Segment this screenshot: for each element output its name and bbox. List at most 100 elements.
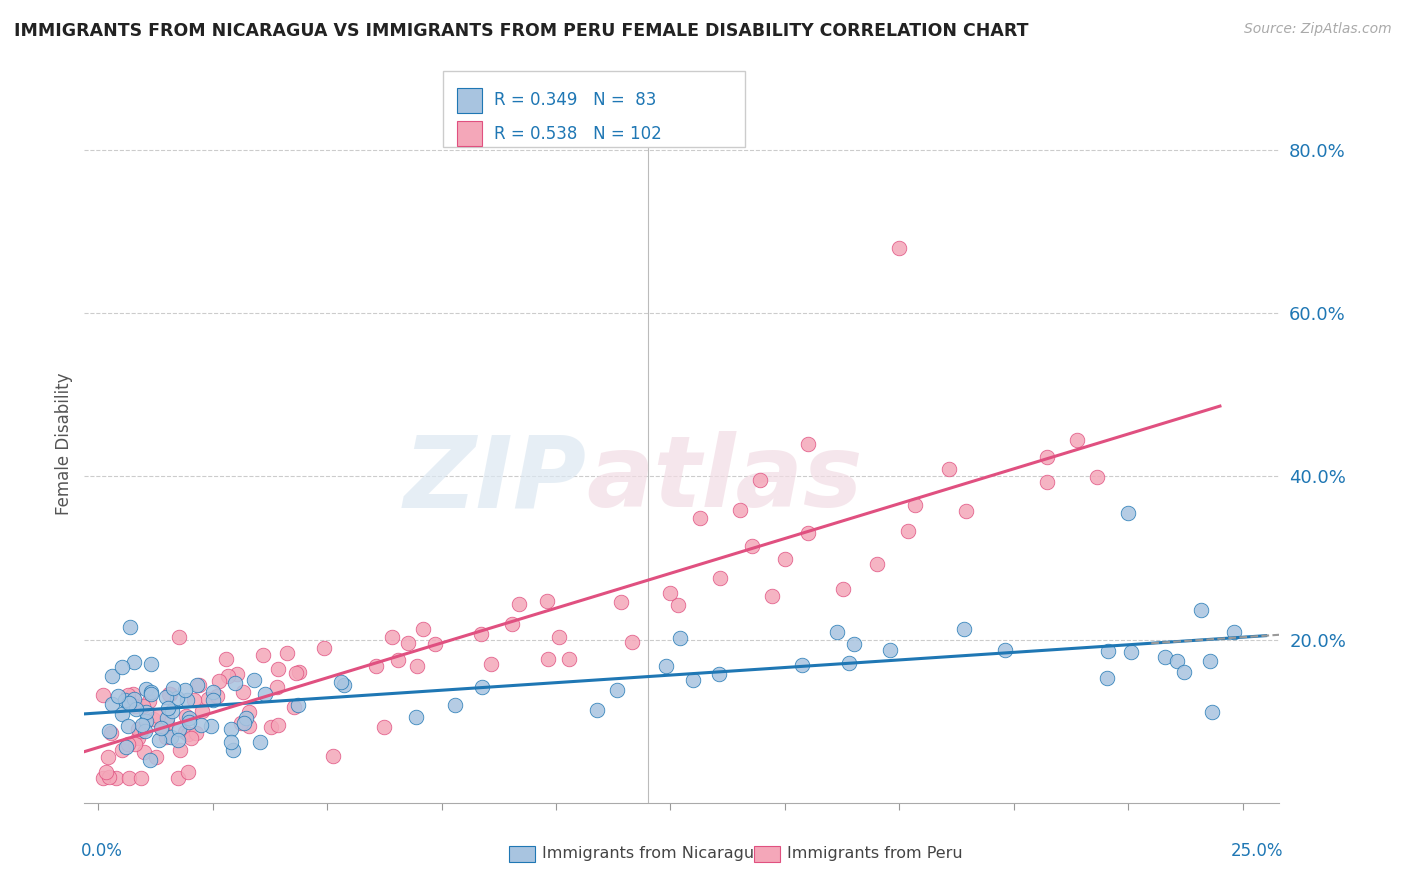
Point [100, 726, 122, 740]
Point [100, 669, 122, 683]
Text: Immigrants from Peru: Immigrants from Peru [787, 846, 963, 861]
Point [238, 719, 260, 733]
Point [761, 589, 783, 603]
Bar [509, 846, 534, 862]
Point [260, 720, 283, 734]
Point [156, 710, 179, 724]
Point [177, 727, 200, 741]
Point [208, 673, 231, 688]
Point [122, 686, 145, 700]
Point [1201, 705, 1223, 719]
Point [114, 692, 136, 706]
Point [1118, 506, 1140, 520]
Point [111, 743, 134, 757]
Point [412, 622, 434, 636]
Point [832, 582, 855, 596]
Text: R = 0.349   N =  83: R = 0.349 N = 83 [494, 91, 655, 109]
Point [125, 702, 148, 716]
Point [124, 738, 146, 752]
Point [160, 704, 183, 718]
Point [188, 678, 211, 692]
Point [707, 667, 730, 681]
Point [825, 624, 848, 639]
Point [741, 539, 763, 553]
Point [135, 705, 157, 719]
Point [288, 665, 311, 680]
Text: atlas: atlas [586, 431, 863, 528]
Point [190, 717, 212, 731]
Point [107, 689, 129, 703]
Point [470, 627, 492, 641]
Point [117, 719, 139, 733]
Point [938, 462, 960, 476]
Point [97, 770, 120, 784]
Point [790, 658, 813, 673]
Point [150, 721, 173, 735]
Point [129, 772, 152, 786]
Point [332, 678, 354, 692]
Point [115, 739, 138, 754]
Point [1036, 450, 1059, 465]
Point [398, 636, 420, 650]
Point [508, 597, 530, 611]
Point [159, 688, 181, 702]
Point [131, 718, 153, 732]
Point [177, 765, 200, 780]
Point [219, 735, 242, 749]
Point [174, 725, 197, 739]
Text: ZIP: ZIP [404, 431, 586, 528]
Point [904, 499, 927, 513]
Point [444, 698, 467, 713]
Point [118, 620, 141, 634]
Point [381, 630, 404, 644]
Point [1097, 644, 1119, 658]
Point [232, 685, 254, 699]
Point [139, 753, 162, 767]
Point [537, 651, 560, 665]
Point [131, 724, 153, 739]
Point [141, 657, 163, 672]
Point [122, 692, 145, 706]
Point [156, 716, 179, 731]
Point [134, 724, 156, 739]
Point [1085, 470, 1108, 484]
Point [266, 662, 288, 676]
Point [190, 704, 212, 718]
Point [1222, 624, 1244, 639]
Point [749, 473, 772, 487]
Point [197, 692, 219, 706]
Point [219, 722, 242, 736]
Point [547, 631, 569, 645]
Point [117, 688, 139, 702]
Point [157, 687, 180, 701]
Point [183, 693, 205, 707]
Point [897, 524, 920, 538]
Point [184, 725, 207, 739]
Point [98, 724, 121, 739]
Point [132, 699, 155, 714]
Point [162, 681, 184, 695]
Point [709, 571, 731, 585]
Point [222, 743, 245, 757]
Point [141, 684, 163, 698]
Point [585, 703, 607, 717]
Point [96, 765, 118, 780]
Point [797, 525, 820, 540]
Point [127, 731, 149, 746]
Point [283, 700, 305, 714]
Point [159, 730, 181, 744]
Point [91, 688, 114, 702]
Point [155, 731, 177, 745]
Point [322, 749, 344, 764]
Point [682, 673, 704, 688]
Point [1198, 654, 1220, 668]
Point [117, 737, 139, 751]
Point [994, 643, 1017, 657]
Point [97, 750, 120, 764]
Point [167, 630, 190, 644]
Point [606, 683, 628, 698]
Point [166, 691, 188, 706]
Point [655, 659, 678, 673]
Point [287, 698, 309, 713]
Point [180, 731, 202, 745]
